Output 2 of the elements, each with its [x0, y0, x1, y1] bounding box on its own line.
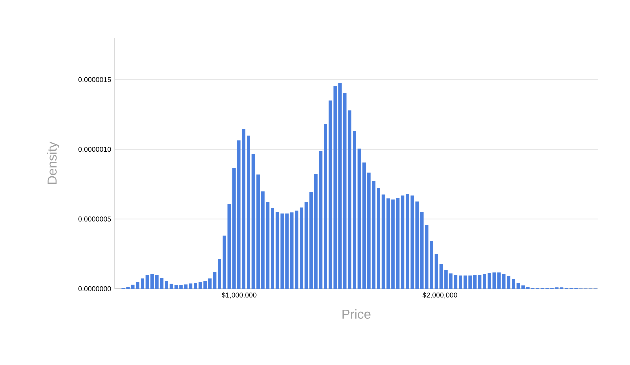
y-axis-title: Density: [47, 142, 60, 184]
x-axis-title: Price: [342, 309, 371, 320]
